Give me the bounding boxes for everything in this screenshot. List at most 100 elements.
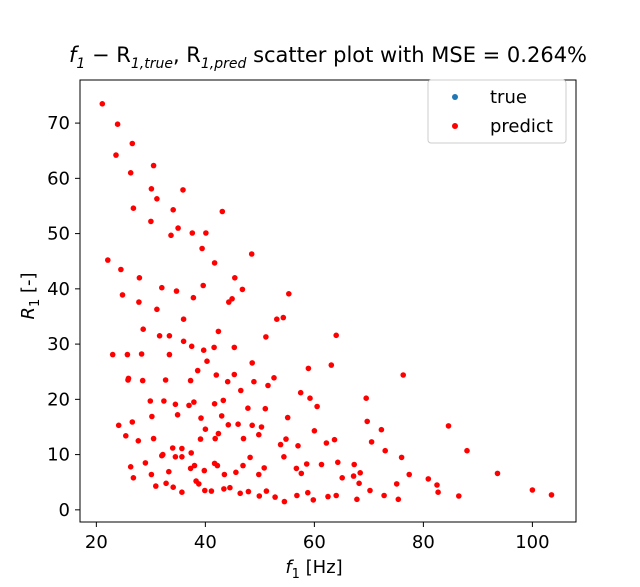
predict-point-182 xyxy=(494,470,501,477)
predict-point-173 xyxy=(310,497,317,503)
predict-point-97 xyxy=(179,445,185,452)
predict-point-112 xyxy=(311,428,318,434)
predict-point-66 xyxy=(297,389,304,396)
predict-point-118 xyxy=(398,454,405,461)
predict-point-42 xyxy=(188,343,195,350)
predict-point-2 xyxy=(113,152,119,158)
predict-point-8 xyxy=(154,196,160,202)
x-tick-label-60: 60 xyxy=(303,532,326,553)
y-tick-label-40: 40 xyxy=(47,279,70,300)
predict-point-120 xyxy=(445,423,452,429)
y-tick-label-10: 10 xyxy=(47,445,70,466)
predict-point-99 xyxy=(197,436,204,442)
predict-point-139 xyxy=(261,465,268,471)
predict-point-133 xyxy=(214,462,221,469)
predict-point-11 xyxy=(180,187,186,193)
predict-point-15 xyxy=(203,230,209,236)
predict-point-9 xyxy=(148,218,154,225)
predict-point-38 xyxy=(140,326,146,333)
predict-point-137 xyxy=(247,454,253,461)
predict-point-165 xyxy=(237,490,243,497)
predict-point-14 xyxy=(189,230,196,236)
predict-point-151 xyxy=(393,481,400,487)
predict-point-121 xyxy=(464,447,470,454)
predict-point-28 xyxy=(180,316,187,323)
predict-point-183 xyxy=(529,487,536,493)
predict-point-50 xyxy=(109,351,116,358)
predict-point-119 xyxy=(382,447,389,454)
predict-point-134 xyxy=(221,471,228,478)
predict-point-40 xyxy=(166,333,173,339)
predict-point-89 xyxy=(262,405,269,412)
x-tick-label-40: 40 xyxy=(194,532,217,553)
predict-point-60 xyxy=(213,372,220,378)
predict-point-51 xyxy=(124,351,131,358)
predict-point-110 xyxy=(283,436,289,442)
predict-point-114 xyxy=(331,436,338,443)
predict-point-25 xyxy=(159,284,165,291)
predict-point-92 xyxy=(135,438,142,444)
predict-point-17 xyxy=(199,245,205,252)
predict-point-7 xyxy=(148,186,155,192)
predict-point-149 xyxy=(350,473,357,479)
predict-point-143 xyxy=(303,461,310,467)
predict-point-136 xyxy=(240,462,246,469)
predict-point-68 xyxy=(314,403,320,410)
predict-point-129 xyxy=(191,462,198,469)
predict-point-177 xyxy=(367,487,373,494)
predict-point-180 xyxy=(434,482,440,488)
predict-point-145 xyxy=(335,459,341,466)
predict-point-13 xyxy=(175,225,181,231)
predict-point-93 xyxy=(150,435,157,442)
y-axis-label: R1 [-] xyxy=(18,272,43,319)
predict-point-82 xyxy=(191,399,197,405)
predict-point-52 xyxy=(138,351,145,357)
predict-point-79 xyxy=(172,401,179,408)
predict-point-34 xyxy=(239,286,246,293)
predict-point-4 xyxy=(127,170,134,176)
predict-point-19 xyxy=(248,251,255,257)
predict-point-123 xyxy=(142,460,149,466)
predict-point-167 xyxy=(256,493,263,499)
predict-point-128 xyxy=(187,465,194,472)
predict-point-6 xyxy=(150,162,157,169)
predict-point-127 xyxy=(179,454,185,460)
predict-point-0 xyxy=(99,101,106,107)
predict-point-74 xyxy=(115,422,122,429)
predict-point-56 xyxy=(139,377,146,384)
predict-point-83 xyxy=(198,415,204,421)
predict-point-10 xyxy=(170,207,176,213)
predict-point-87 xyxy=(238,387,244,394)
predict-point-105 xyxy=(240,435,247,442)
predict-point-53 xyxy=(166,351,173,358)
y-tick-label-30: 30 xyxy=(47,334,70,355)
predict-point-96 xyxy=(172,454,179,460)
predict-point-181 xyxy=(456,493,462,499)
predict-point-46 xyxy=(215,328,222,335)
predict-point-20 xyxy=(105,257,111,263)
predict-point-24 xyxy=(136,299,142,305)
predict-point-45 xyxy=(211,344,217,351)
predict-point-12 xyxy=(168,232,174,239)
predict-point-78 xyxy=(161,398,167,404)
predict-point-18 xyxy=(211,260,218,266)
predict-point-107 xyxy=(258,424,265,430)
predict-point-158 xyxy=(170,484,176,491)
predict-point-168 xyxy=(263,488,270,494)
predict-point-102 xyxy=(215,430,222,437)
predict-point-43 xyxy=(200,347,207,354)
x-tick-label-20: 20 xyxy=(85,532,108,553)
predict-point-29 xyxy=(190,294,197,301)
y-tick-label-70: 70 xyxy=(47,113,70,134)
predict-point-156 xyxy=(153,483,159,489)
predict-point-65 xyxy=(271,375,277,381)
predict-point-57 xyxy=(162,377,169,383)
predict-point-144 xyxy=(318,461,325,468)
predict-point-140 xyxy=(281,454,287,460)
predict-point-176 xyxy=(354,496,360,503)
predict-point-163 xyxy=(221,486,227,492)
predict-point-170 xyxy=(281,498,288,505)
predict-point-73 xyxy=(400,372,407,378)
predict-point-162 xyxy=(208,488,215,494)
